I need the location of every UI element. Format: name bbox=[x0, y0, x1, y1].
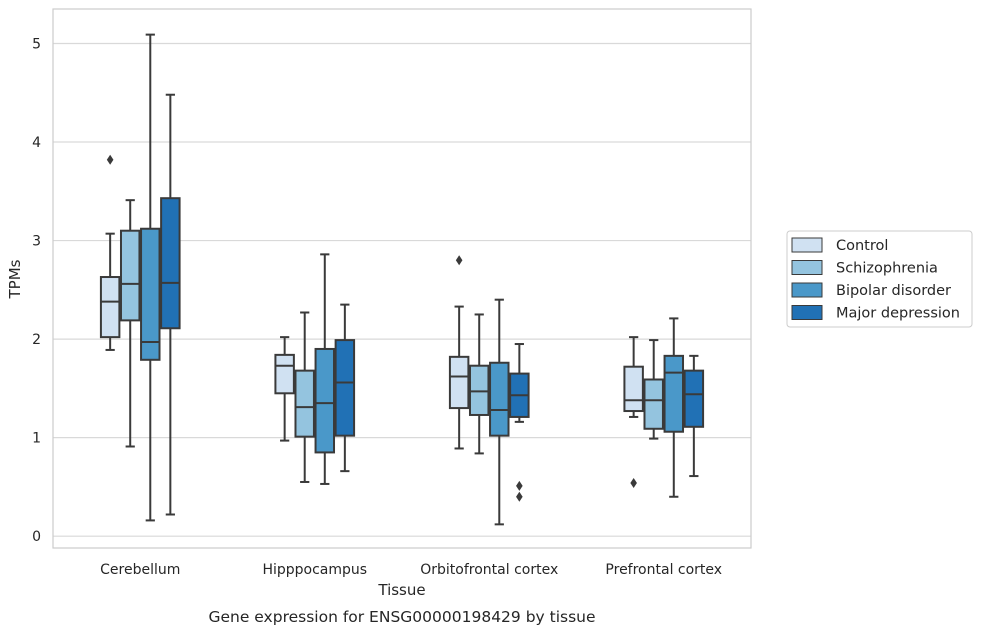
box-iqr bbox=[489, 361, 510, 437]
legend-swatch bbox=[791, 305, 823, 320]
legend-label: Schizophrenia bbox=[836, 261, 938, 277]
box-iqr bbox=[294, 369, 315, 438]
box-iqr bbox=[314, 347, 336, 454]
legend-items: Control Schizophrenia Bipolar disorder Majo… bbox=[791, 237, 960, 322]
box-iqr bbox=[334, 339, 356, 437]
plot-frame bbox=[52, 8, 752, 549]
legend-label: Major depression bbox=[836, 306, 960, 322]
box-control bbox=[274, 336, 295, 442]
legend-label: Control bbox=[836, 238, 888, 254]
x-tick-label: Prefrontal cortex bbox=[605, 562, 722, 578]
box-schizophrenia bbox=[119, 199, 141, 448]
box-major-depression bbox=[509, 343, 530, 502]
legend-label: Bipolar disorder bbox=[836, 283, 951, 299]
box-major-depression bbox=[683, 354, 705, 478]
box-schizophrenia bbox=[468, 313, 490, 455]
y-tick-label: 0 bbox=[32, 529, 41, 545]
y-tick-label: 2 bbox=[32, 332, 41, 348]
legend-swatch bbox=[791, 260, 823, 275]
box-iqr bbox=[274, 353, 295, 395]
box-schizophrenia bbox=[294, 311, 315, 483]
box-iqr bbox=[160, 197, 181, 330]
box-iqr bbox=[643, 378, 664, 430]
x-tick-label: Cerebellum bbox=[100, 562, 180, 578]
y-tick-label: 3 bbox=[32, 234, 41, 250]
y-tick-label: 1 bbox=[32, 431, 41, 447]
x-tick-labels: Cerebellum Hipppocampus Orbitofrontal cort… bbox=[100, 562, 722, 578]
y-tick-label: 4 bbox=[32, 135, 41, 151]
legend-frame bbox=[786, 230, 973, 328]
box-iqr bbox=[119, 229, 141, 322]
plot-boxes bbox=[99, 33, 705, 526]
box-schizophrenia bbox=[643, 339, 664, 440]
y-tick-labels: 0 1 2 3 4 5 bbox=[32, 36, 41, 545]
box-major-depression bbox=[160, 93, 181, 516]
box-control bbox=[623, 336, 644, 488]
legend: Control Schizophrenia Bipolar disorder Majo… bbox=[786, 230, 973, 328]
box-bipolar-disorder bbox=[314, 253, 336, 485]
box-bipolar-disorder bbox=[489, 298, 510, 526]
outlier-point bbox=[630, 477, 637, 488]
box-control bbox=[99, 154, 121, 351]
outlier-point bbox=[516, 480, 523, 491]
figure-caption: Gene expression for ENSG00000198429 by t… bbox=[208, 608, 595, 626]
box-control bbox=[448, 255, 470, 450]
outlier-point bbox=[455, 255, 463, 266]
x-axis-label: Tissue bbox=[377, 581, 425, 599]
y-axis-label: TPMs bbox=[6, 259, 24, 299]
box-iqr bbox=[683, 369, 705, 428]
outlier-point bbox=[516, 491, 523, 502]
box-iqr bbox=[448, 355, 470, 410]
box-iqr bbox=[99, 276, 121, 339]
legend-swatch bbox=[791, 282, 823, 298]
box-bipolar-disorder bbox=[663, 317, 685, 498]
x-tick-label: Orbitofrontal cortex bbox=[420, 562, 558, 578]
box-iqr bbox=[140, 227, 161, 361]
legend-swatch bbox=[791, 237, 823, 253]
box-iqr bbox=[623, 365, 644, 413]
box-iqr bbox=[663, 354, 685, 433]
x-tick-label: Hipppocampus bbox=[262, 562, 367, 578]
y-tick-label: 5 bbox=[32, 36, 41, 52]
box-bipolar-disorder bbox=[140, 33, 161, 522]
box-major-depression bbox=[334, 303, 356, 473]
outlier-point bbox=[106, 154, 114, 165]
